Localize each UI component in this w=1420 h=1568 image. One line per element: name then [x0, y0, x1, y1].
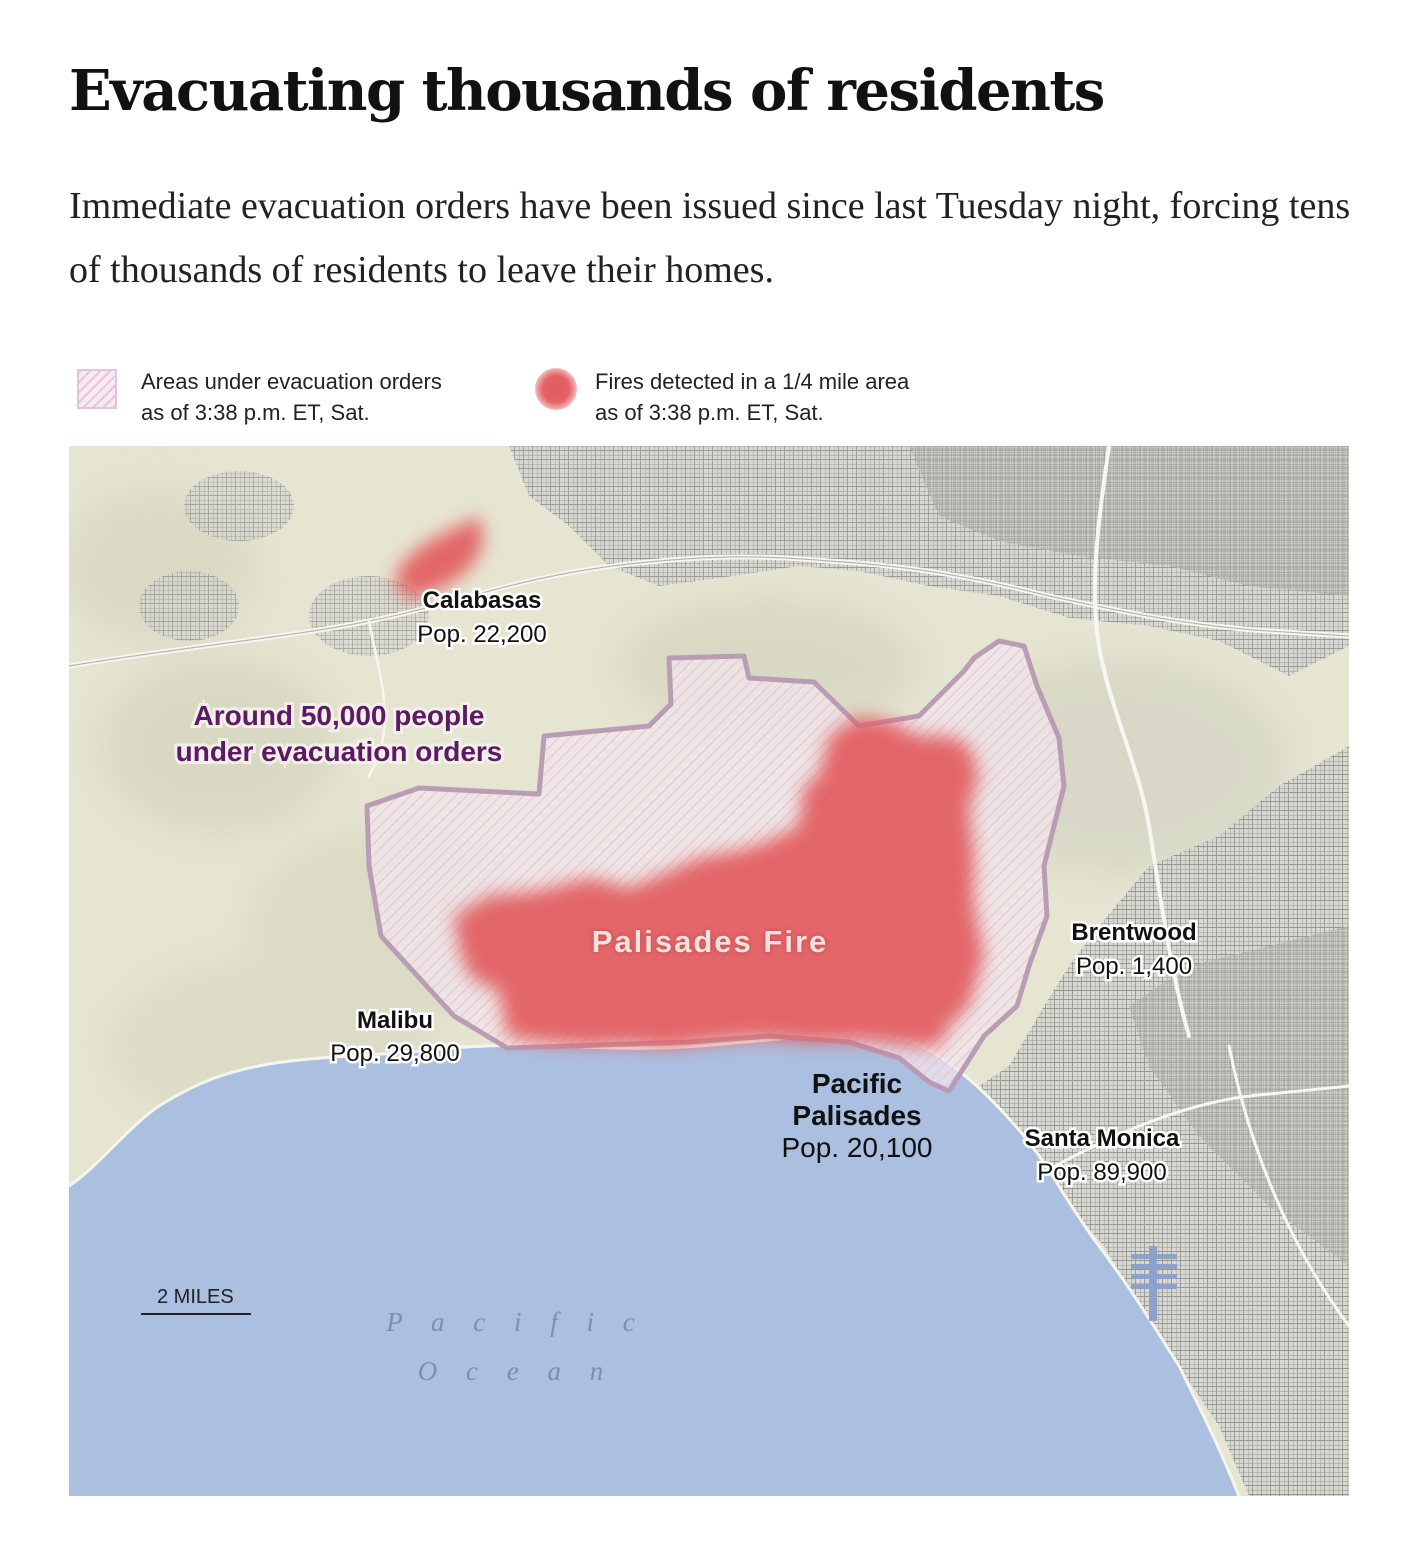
- pacific-ocean: [69, 1032, 1239, 1496]
- malibu-name: Malibu: [355, 1005, 436, 1037]
- pacific-palisades-pop: Pop. 20,100: [781, 1132, 933, 1163]
- map-canvas: [69, 446, 1349, 1496]
- fire-name-label: Palisades Fire: [591, 924, 829, 959]
- fire-evacuation-map[interactable]: Around 50,000 people under evacuation or…: [69, 446, 1349, 1496]
- map-legend: Areas under evacuation orders as of 3:38…: [0, 366, 1420, 436]
- evacuation-annotation: Around 50,000 people under evacuation or…: [173, 697, 506, 770]
- marina: [1131, 1246, 1177, 1321]
- urban-valley-dense: [909, 446, 1349, 596]
- pacific-palisades-name-line2: Palisades: [792, 1100, 922, 1131]
- fire-areas: [394, 516, 984, 1048]
- legend-evacuation-line1: Areas under evacuation orders: [141, 369, 442, 394]
- evacuation-annotation-line1: Around 50,000 people: [191, 697, 488, 734]
- legend-fires-line2: as of 3:38 p.m. ET, Sat.: [595, 400, 824, 425]
- santa-monica-name: Santa Monica: [1022, 1123, 1182, 1155]
- palisades-fire-area: [454, 716, 984, 1048]
- brentwood-name: Brentwood: [1069, 917, 1199, 949]
- fire-dot-icon: [535, 368, 577, 410]
- santa-monica-pop: Pop. 89,900: [1035, 1157, 1169, 1189]
- malibu-pop: Pop. 29,800: [328, 1038, 462, 1070]
- legend-evacuation-text: Areas under evacuation orders as of 3:38…: [141, 366, 521, 428]
- ocean-label-line1: P a c i f i c: [386, 1307, 646, 1337]
- pacific-palisades-name-line1: Pacific: [811, 1068, 903, 1099]
- scale-label: 2 MILES: [157, 1286, 234, 1308]
- coastline: [69, 1031, 1241, 1496]
- scale-bar: [141, 1313, 251, 1315]
- page-title: Evacuating thousands of residents: [69, 58, 1105, 124]
- hatch-swatch-icon: [77, 369, 117, 409]
- calabasas-fire-area: [394, 516, 484, 598]
- calabasas-name: Calabasas: [420, 585, 544, 617]
- legend-fires-text: Fires detected in a 1/4 mile area as of …: [595, 366, 975, 428]
- ocean-label-line2: O c e a n: [417, 1356, 615, 1386]
- calabasas-pop: Pop. 22,200: [415, 619, 549, 651]
- legend-evacuation-line2: as of 3:38 p.m. ET, Sat.: [141, 400, 370, 425]
- page-subtitle: Immediate evacuation orders have been is…: [69, 185, 1351, 291]
- evacuation-annotation-line2: under evacuation orders: [173, 733, 506, 770]
- pacific-palisades-name: Pacific Palisades: [792, 1068, 921, 1132]
- legend-fires-line1: Fires detected in a 1/4 mile area: [595, 369, 910, 394]
- calabasas-settlement: [139, 471, 429, 656]
- brentwood-pop: Pop. 1,400: [1073, 951, 1194, 983]
